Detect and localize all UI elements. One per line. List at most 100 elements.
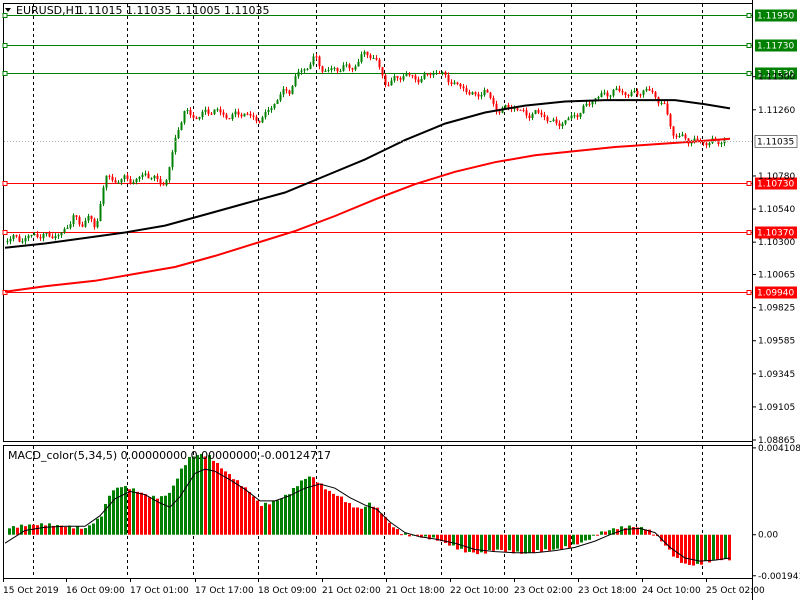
- level-anchor: [746, 71, 752, 76]
- macd-bar: [32, 524, 35, 535]
- level-anchor: [2, 181, 8, 186]
- price-tick-label: 1.10540: [758, 205, 795, 215]
- candle-body: [480, 95, 483, 97]
- candle-body: [624, 92, 627, 96]
- candle-body: [489, 92, 492, 98]
- macd-bar: [428, 534, 431, 540]
- candle-body: [183, 111, 186, 123]
- candle-body: [30, 235, 33, 237]
- macd-bar: [476, 534, 479, 555]
- candle-body: [696, 138, 699, 141]
- macd-bar: [592, 534, 595, 536]
- candle-body: [513, 108, 516, 110]
- macd-bar: [200, 454, 203, 535]
- candle-body: [321, 66, 324, 72]
- macd-bar: [560, 534, 563, 550]
- candle-body: [351, 68, 354, 70]
- candle-body: [471, 92, 474, 95]
- macd-bar: [440, 534, 443, 542]
- candle-body: [294, 76, 297, 87]
- macd-tick-label: 0.0041084: [758, 444, 800, 454]
- macd-bar: [324, 489, 327, 535]
- macd-bar: [660, 534, 663, 542]
- candle-body: [168, 167, 171, 181]
- macd-bar: [436, 534, 439, 541]
- candle-body: [36, 234, 39, 237]
- macd-bar: [628, 525, 631, 535]
- macd-bar: [416, 534, 419, 537]
- candle-body: [48, 232, 51, 237]
- macd-bar: [160, 496, 163, 535]
- candle-body: [123, 175, 126, 180]
- price-tick-label: 1.09345: [758, 370, 795, 380]
- candle-body: [69, 224, 72, 228]
- candle-body: [486, 90, 489, 93]
- candle-body: [195, 117, 198, 119]
- candle-body: [216, 109, 219, 111]
- candle-body: [615, 88, 618, 91]
- candle-body: [60, 232, 63, 236]
- time-tick-label: 21 Oct 18:00: [386, 586, 445, 596]
- macd-bar: [260, 506, 263, 535]
- price-axis: 1.11500 1.11260 1.10780 1.10540 1.10300 1.100…: [752, 73, 800, 582]
- candle-body: [300, 70, 303, 72]
- macd-bar: [500, 534, 503, 550]
- candle-body: [282, 89, 285, 95]
- collapse-arrow-icon[interactable]: [5, 8, 11, 12]
- macd-bar: [652, 534, 655, 536]
- candle-body: [51, 236, 54, 239]
- macd-bar: [212, 460, 215, 535]
- candle-body: [243, 113, 246, 117]
- indicator-title: MACD_color(5,34,5) 0.00000000 0.00000000…: [8, 449, 331, 462]
- candle-body: [390, 80, 393, 86]
- level-price-label: 1.09940: [757, 289, 794, 299]
- level-anchor: [746, 43, 752, 48]
- candle-body: [378, 59, 381, 68]
- candle-body: [597, 97, 600, 99]
- macd-bar: [372, 506, 375, 535]
- candle-body: [507, 105, 510, 108]
- candle-body: [285, 89, 288, 91]
- candle-body: [660, 103, 663, 105]
- macd-histogram: [4, 454, 731, 566]
- macd-bar: [516, 534, 519, 552]
- candle-body: [408, 74, 411, 76]
- macd-bar: [424, 534, 427, 537]
- candle-body: [375, 57, 378, 60]
- macd-bar: [332, 493, 335, 535]
- macd-bar: [12, 526, 15, 535]
- macd-bar: [484, 534, 487, 554]
- time-tick-label: 17 Oct 01:00: [130, 586, 189, 596]
- candle-body: [15, 235, 18, 237]
- level-price-tag: [755, 226, 797, 239]
- price-tick-label: 1.09825: [758, 304, 795, 314]
- candle-body: [654, 92, 657, 98]
- candle-body: [105, 175, 108, 188]
- candle-body: [126, 175, 129, 179]
- candle-body: [63, 228, 66, 233]
- candle-body: [306, 68, 309, 70]
- candle-body: [582, 105, 585, 114]
- candle-body: [639, 94, 642, 96]
- macd-bar: [508, 534, 511, 551]
- candle-body: [621, 91, 624, 93]
- candle-body: [147, 173, 150, 179]
- macd-bar: [304, 478, 307, 535]
- candle-body: [663, 103, 666, 105]
- candle-body: [633, 90, 636, 93]
- candle-body: [9, 238, 12, 242]
- time-tick-label: 25 Oct 02:00: [706, 586, 765, 596]
- candle-body: [222, 112, 225, 115]
- level-anchor: [746, 290, 752, 295]
- macd-bar: [112, 490, 115, 535]
- candle-body: [84, 220, 87, 227]
- candle-body: [669, 114, 672, 127]
- candles: [6, 50, 726, 245]
- macd-bar: [536, 534, 539, 550]
- candle-body: [87, 215, 90, 221]
- candle-body: [81, 224, 84, 227]
- macd-bar: [312, 477, 315, 535]
- level-anchor: [746, 230, 752, 235]
- ma-red-line: [4, 137, 731, 293]
- macd-bar: [608, 530, 611, 535]
